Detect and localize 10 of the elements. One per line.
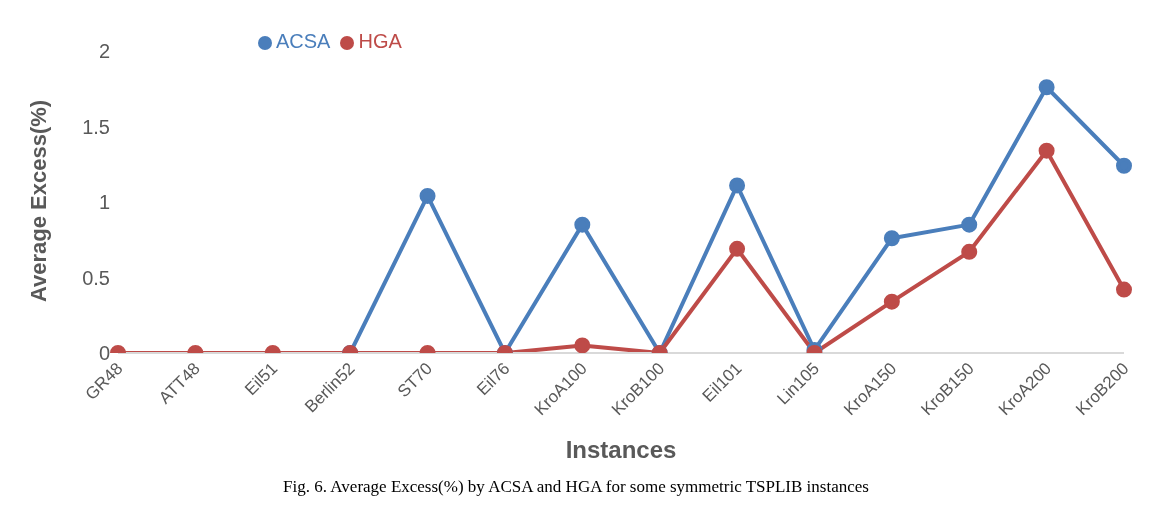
caption: Fig. 6. Average Excess(%) by ACSA and HGA for some symmetric TSPLIB instances xyxy=(282,477,870,497)
x-axis-title: Instances xyxy=(565,436,677,463)
y-tick-label: 0.5 xyxy=(82,266,110,289)
y-tick-label: 1.5 xyxy=(82,115,110,138)
y-axis-title: Average Excess(%) xyxy=(25,99,51,302)
y-tick-label: 1 xyxy=(98,191,110,214)
legend-label: HGA xyxy=(358,30,402,52)
y-tick-label: 2 xyxy=(98,40,110,63)
legend-label: ACSA xyxy=(276,30,331,52)
y-tick-label: 0 xyxy=(98,342,110,365)
